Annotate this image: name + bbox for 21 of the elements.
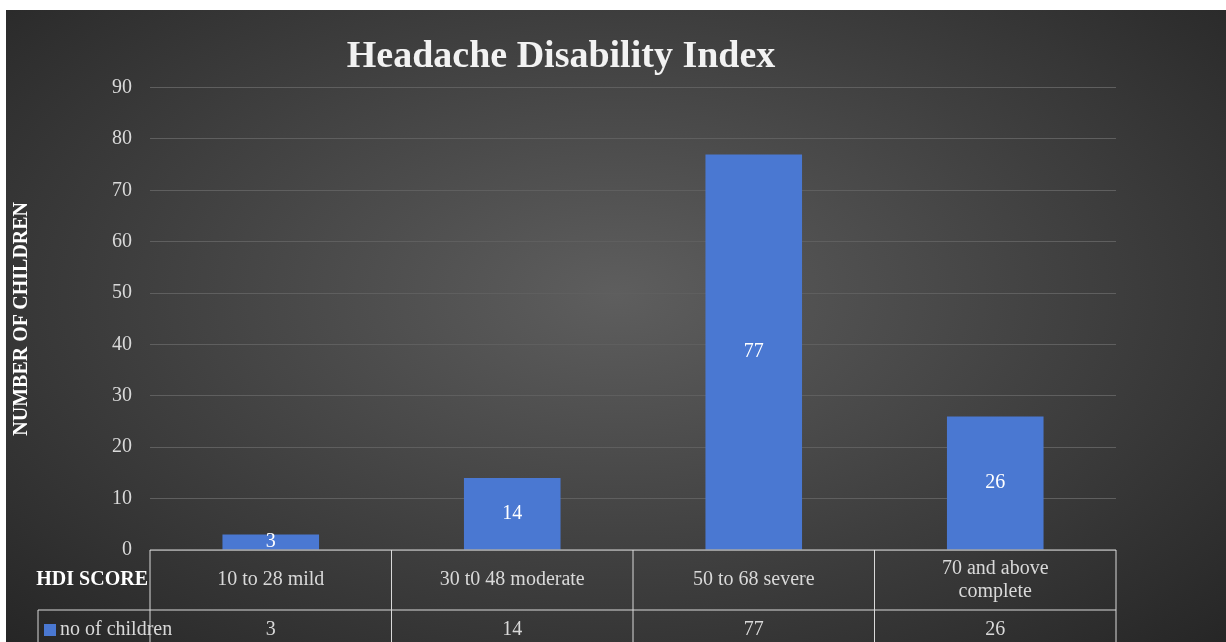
y-tick-label: 50 — [112, 280, 132, 303]
y-axis-title: NUMBER OF CHILDREN — [9, 201, 32, 436]
chart-title: Headache Disability Index — [346, 32, 776, 75]
y-tick-label: 10 — [112, 485, 132, 508]
x-tick-label: 70 and above complete — [941, 555, 1049, 602]
y-tick-label: 30 — [112, 383, 132, 406]
annotation: 77 — [743, 339, 764, 362]
x-tick-label: 10 to 28 mild — [217, 567, 325, 590]
annotation: 3 — [265, 529, 276, 552]
annotation: 26 — [985, 470, 1006, 493]
y-tick-label: 40 — [112, 331, 132, 354]
y-tick-label: 20 — [112, 434, 132, 457]
x-tick-label: 50 to 68 severe — [692, 567, 815, 590]
y-tick-label: 0 — [122, 537, 132, 560]
y-tick-label: 90 — [112, 74, 132, 97]
y-tick-label: 80 — [112, 126, 132, 149]
y-tick-label: 60 — [112, 228, 132, 251]
annotation: 14 — [502, 501, 523, 524]
x-axis-title: HDI SCORE — [36, 567, 148, 590]
y-tick-label: 70 — [112, 177, 132, 200]
x-tick-label: 30 t0 48 moderate — [439, 567, 585, 590]
